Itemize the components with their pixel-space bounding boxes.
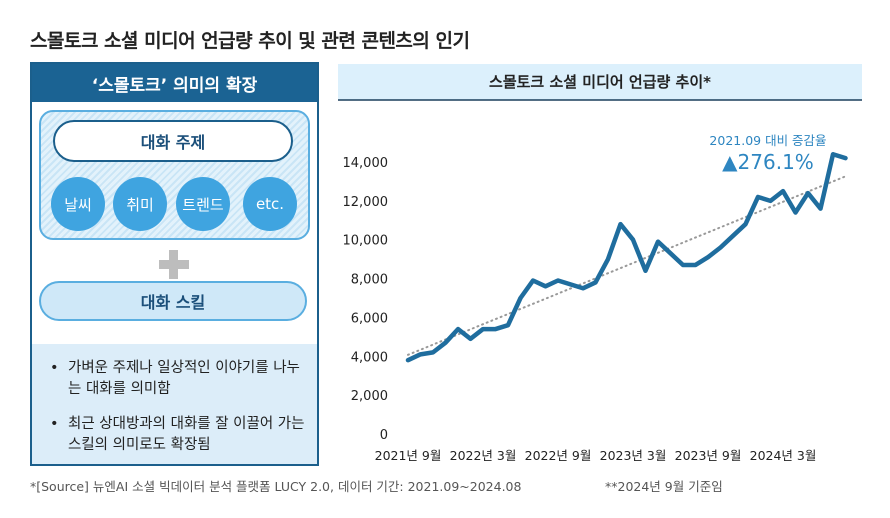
chart-title: 스몰토크 소셜 미디어 언급량 추이* <box>489 73 711 91</box>
x-tick-label: 2023년 9월 <box>675 448 742 463</box>
chart-header <box>338 64 862 100</box>
topic-circle: 날씨 <box>51 177 105 231</box>
annotation-value: ▲276.1% <box>722 150 814 174</box>
y-tick-label: 6,000 <box>351 311 388 326</box>
chart: 스몰토크 소셜 미디어 언급량 추이* 2021.09 대비 증감율 ▲276.… <box>338 64 862 463</box>
skill-label: 대화 스킬 <box>39 281 307 321</box>
topic-circle: 트렌드 <box>176 177 230 231</box>
x-tick-label: 2023년 3월 <box>600 448 667 463</box>
bullet-box: 가벼운 주제나 일상적인 이야기를 나누는 대화를 의미함 최근 상대방과의 대… <box>32 344 317 464</box>
x-tick-label: 2022년 9월 <box>525 448 592 463</box>
meaning-panel: ‘스몰토크’ 의미의 확장 대화 주제 날씨 취미 트렌드 etc. 대화 스킬… <box>30 62 319 466</box>
topic-label: 대화 주제 <box>53 120 293 162</box>
trend-line <box>407 175 847 356</box>
plus-icon <box>169 250 178 279</box>
annotation-label: 2021.09 대비 증감율 <box>709 133 826 148</box>
series-line <box>405 151 848 363</box>
page-title: 스몰토크 소셜 미디어 언급량 추이 및 관련 콘텐츠의 인기 <box>30 30 470 52</box>
bullet: 가벼운 주제나 일상적인 이야기를 나누는 대화를 의미함 <box>50 358 305 400</box>
y-tick-label: 12,000 <box>343 195 389 210</box>
y-tick-label: 2,000 <box>351 389 388 404</box>
y-tick-label: 8,000 <box>351 273 388 288</box>
y-tick-label: 10,000 <box>343 234 389 249</box>
x-tick-label: 2022년 3월 <box>450 448 517 463</box>
footnote: **2024년 9월 기준임 <box>605 479 723 494</box>
panel-header: ‘스몰토크’ 의미의 확장 <box>32 64 317 102</box>
x-tick-label: 2024년 3월 <box>750 448 817 463</box>
topic-circle: 취미 <box>113 177 167 231</box>
x-tick-label: 2021년 9월 <box>375 448 442 463</box>
y-tick-label: 4,000 <box>351 350 388 365</box>
footnote: *[Source] 뉴엔AI 소셜 빅데이터 분석 플랫폼 LUCY 2.0, … <box>30 479 522 494</box>
bullet: 최근 상대방과의 대화를 잘 이끌어 가는 스킬의 의미로도 확장됨 <box>50 414 305 456</box>
topic-circle: etc. <box>243 177 297 231</box>
y-tick-label: 14,000 <box>343 156 389 171</box>
y-tick-label: 0 <box>380 428 388 443</box>
